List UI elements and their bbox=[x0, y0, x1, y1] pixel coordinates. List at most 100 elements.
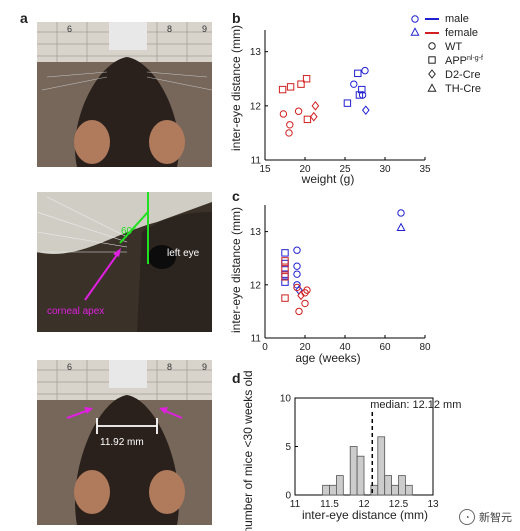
chart-b-x-tick-label: 25 bbox=[339, 164, 351, 175]
chart-d-bar bbox=[377, 436, 386, 496]
chart-b-point bbox=[302, 75, 311, 83]
chart-c-point bbox=[281, 278, 289, 286]
chart-d-bar bbox=[384, 475, 392, 496]
chart-d-x-tick-label: 13 bbox=[427, 499, 439, 510]
chart-b-point bbox=[303, 115, 312, 124]
chart-c-x-tick-label: 80 bbox=[419, 342, 431, 353]
chart-b-point bbox=[354, 69, 362, 78]
ruler-number: 8 bbox=[167, 362, 172, 372]
chart-b-point bbox=[350, 80, 358, 88]
chart-b-point bbox=[361, 105, 370, 115]
legend-diamond-icon bbox=[428, 69, 436, 79]
chart-d-y-tick-label: 5 bbox=[285, 442, 291, 453]
mouse-photo-bottom-image: 6 8 9 11.92 mm bbox=[37, 360, 212, 525]
chart-b-x-tick-label: 30 bbox=[379, 164, 391, 175]
chart-c-point bbox=[293, 246, 301, 254]
chart-d-bar bbox=[391, 484, 399, 496]
chart-c-point bbox=[281, 265, 289, 273]
chart-c-point bbox=[293, 270, 301, 278]
chart-b-x-tick-label: 35 bbox=[419, 164, 431, 175]
chart-b-y-tick-label: 13 bbox=[250, 47, 262, 58]
chart-c-x-tick-label: 40 bbox=[339, 342, 351, 353]
mouse-photo-top-image: 6 8 9 bbox=[37, 22, 212, 167]
chart-b-point bbox=[285, 129, 293, 137]
chart-d-x-tick-label: 11 bbox=[290, 499, 301, 510]
chart-c-y-tick-label: 13 bbox=[250, 227, 262, 238]
legend-shape-label: WT bbox=[445, 41, 462, 53]
watermark: ◔ 新智元 bbox=[459, 509, 512, 525]
chart-d-y-tick-label: 10 bbox=[280, 394, 292, 405]
chart-b-point bbox=[311, 101, 320, 111]
ruler-number: 9 bbox=[202, 24, 207, 34]
legend-circle-icon bbox=[428, 42, 436, 50]
legend-shape-label: TH-Cre bbox=[445, 83, 481, 95]
chart-b-point bbox=[309, 111, 318, 122]
chart-d-x-tick-label: 11.5 bbox=[320, 499, 339, 510]
chart-b-point bbox=[358, 85, 366, 94]
chart-b-point bbox=[355, 91, 364, 99]
chart-d-bar bbox=[349, 446, 358, 496]
chart-c-ylabel: inter-eye distance (mm) bbox=[230, 207, 243, 333]
chart-c-x-tick-label: 60 bbox=[379, 342, 391, 353]
chart-b-point bbox=[361, 66, 369, 75]
angle-label: 60° bbox=[121, 226, 136, 237]
chart-b-y-tick-label: 12 bbox=[250, 101, 262, 112]
chart-d-x-tick-label: 12 bbox=[358, 499, 370, 510]
chart-b-point bbox=[358, 91, 367, 99]
charts-area: inter-eye distance (mm) weight (g) 15 20 2… bbox=[230, 13, 483, 531]
chart-c-point bbox=[281, 273, 289, 281]
panel-label-b: b bbox=[232, 10, 241, 26]
chart-c-point bbox=[397, 209, 405, 217]
panel-label-c: c bbox=[232, 188, 240, 204]
chart-b-x-tick-label: 15 bbox=[259, 164, 271, 175]
legend-triangle-icon bbox=[427, 83, 437, 92]
legend-male-label: male bbox=[445, 13, 469, 25]
chart-b-point bbox=[278, 85, 287, 94]
chart-d-median-label: median: 12.12 mm bbox=[370, 399, 461, 411]
chart-b-point bbox=[297, 80, 305, 88]
chart-b-point bbox=[294, 107, 303, 115]
chart-d-ylabel: number of mice <30 weeks old bbox=[241, 370, 255, 531]
chart-c-x-tick-label: 0 bbox=[262, 342, 268, 353]
chart-b-point bbox=[279, 110, 288, 118]
chart-b-point bbox=[286, 121, 294, 129]
legend-female-label: female bbox=[445, 27, 478, 39]
chart-b-ylabel: inter-eye distance (mm) bbox=[230, 25, 243, 151]
chart-c-point bbox=[281, 257, 289, 265]
chart-c: inter-eye distance (mm) age (weeks) 0 20 4… bbox=[230, 205, 431, 365]
chart-c-point bbox=[295, 307, 303, 316]
chart-c-y-tick-label: 12 bbox=[250, 280, 262, 291]
legend-male-triangle-icon bbox=[410, 27, 420, 36]
apex-label: corneal apex bbox=[47, 306, 104, 317]
chart-d-y-tick-label: 0 bbox=[285, 491, 291, 502]
chart-b-xlabel: weight (g) bbox=[301, 172, 355, 186]
mouse-eye-photo-image: 60° left eye corneal apex bbox=[37, 192, 212, 332]
chart-d-bar bbox=[404, 484, 413, 496]
measurement-label: 11.92 mm bbox=[100, 437, 144, 448]
chart-b-point bbox=[343, 99, 352, 107]
chart-c-point bbox=[281, 294, 289, 302]
panel-label-a: a bbox=[20, 10, 28, 26]
chart-d: number of mice <30 weeks old inter-eye d… bbox=[241, 370, 461, 531]
chart-c-point bbox=[293, 262, 301, 270]
chart-d-bar bbox=[398, 475, 406, 496]
mouse-eye-photo: 60° left eye corneal apex bbox=[37, 192, 212, 332]
wechat-icon: ◔ bbox=[459, 509, 475, 525]
ruler-number: 6 bbox=[67, 362, 72, 372]
chart-c-point bbox=[293, 283, 301, 292]
eye-label: left eye bbox=[167, 248, 200, 259]
chart-c-point bbox=[301, 299, 309, 308]
chart-c-y-tick-label: 11 bbox=[251, 334, 262, 345]
chart-c-point bbox=[297, 290, 305, 301]
panel-label-d: d bbox=[232, 370, 241, 386]
watermark-text: 新智元 bbox=[479, 512, 512, 524]
chart-d-bar bbox=[336, 475, 344, 496]
chart-d-x-tick-label: 12.5 bbox=[389, 499, 409, 510]
chart-c-x-tick-label: 20 bbox=[299, 342, 311, 353]
legend-shape-label: APPnl-g-f bbox=[445, 55, 483, 67]
legend-male-circle-icon bbox=[411, 15, 419, 23]
ruler-number: 9 bbox=[202, 362, 207, 372]
chart-b-x-tick-label: 20 bbox=[299, 164, 311, 175]
chart-b-y-tick-label: 11 bbox=[251, 156, 262, 167]
chart-c-point bbox=[281, 249, 289, 257]
